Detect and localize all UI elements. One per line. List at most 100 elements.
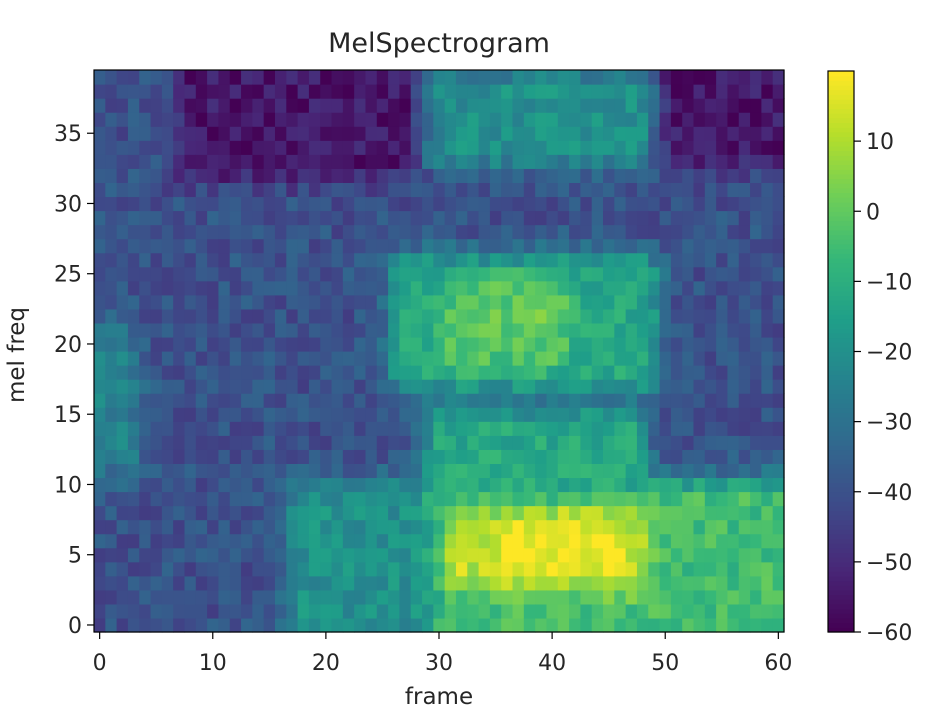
heatmap-cell	[139, 224, 152, 240]
heatmap-cell	[489, 322, 502, 338]
heatmap-cell	[738, 70, 751, 85]
heatmap-cell	[195, 112, 208, 127]
heatmap-cell	[161, 449, 174, 464]
heatmap-cell	[625, 238, 638, 254]
heatmap-cell	[286, 519, 299, 535]
heatmap-cell	[444, 519, 457, 535]
heatmap-cell	[410, 519, 423, 535]
colorbar-tick-label: −50	[866, 551, 912, 576]
heatmap-cell	[546, 421, 559, 436]
heatmap-cell	[535, 252, 548, 268]
heatmap-cell	[648, 449, 661, 464]
heatmap-cell	[772, 168, 785, 183]
heatmap-cell	[704, 491, 717, 507]
heatmap-cell	[422, 294, 434, 310]
heatmap-cell	[241, 575, 253, 591]
heatmap-cell	[501, 182, 514, 198]
heatmap-cell	[455, 210, 468, 226]
heatmap-cell	[603, 505, 615, 521]
heatmap-cell	[410, 365, 423, 380]
heatmap-cell	[342, 238, 355, 254]
heatmap-cell	[184, 617, 197, 633]
heatmap-cell	[636, 589, 649, 605]
heatmap-cell	[761, 351, 774, 366]
heatmap-cell	[716, 70, 729, 85]
heatmap-cell	[342, 154, 355, 169]
heatmap-cell	[207, 533, 220, 549]
heatmap-cell	[94, 575, 106, 591]
heatmap-cell	[195, 280, 208, 296]
heatmap-cell	[603, 533, 615, 549]
heatmap-cell	[297, 322, 310, 338]
heatmap-cell	[444, 182, 457, 198]
heatmap-cell	[614, 351, 627, 366]
colorbar-segment	[828, 580, 854, 586]
heatmap-cell	[388, 561, 401, 577]
heatmap-cell	[625, 112, 638, 127]
heatmap-cell	[489, 491, 502, 507]
heatmap-cell	[569, 168, 581, 183]
heatmap-cell	[308, 280, 321, 296]
heatmap-cell	[342, 351, 355, 366]
heatmap-cell	[636, 407, 649, 422]
heatmap-cell	[512, 463, 525, 479]
heatmap-cell	[241, 519, 253, 535]
heatmap-cell	[252, 266, 265, 282]
heatmap-cell	[512, 477, 525, 493]
heatmap-cell	[625, 210, 638, 226]
heatmap-cell	[150, 308, 163, 324]
heatmap-cell	[297, 294, 310, 310]
heatmap-cell	[127, 98, 140, 113]
colorbar-segment	[828, 290, 854, 296]
heatmap-cell	[648, 589, 661, 605]
heatmap-cell	[535, 435, 548, 450]
heatmap-cell	[410, 294, 423, 310]
heatmap-cell	[433, 196, 446, 212]
heatmap-cell	[557, 435, 570, 450]
heatmap-cell	[308, 449, 321, 464]
heatmap-cell	[161, 84, 174, 99]
heatmap-cell	[331, 449, 344, 464]
heatmap-cell	[727, 407, 740, 422]
heatmap-cell	[342, 505, 355, 521]
heatmap-cell	[761, 505, 774, 521]
heatmap-cell	[614, 210, 627, 226]
heatmap-cell	[636, 238, 649, 254]
heatmap-cell	[433, 533, 446, 549]
colorbar-segment	[828, 589, 854, 596]
heatmap-cell	[501, 168, 514, 183]
heatmap-cell	[354, 182, 367, 198]
heatmap-cell	[207, 393, 220, 408]
heatmap-cell	[659, 421, 672, 436]
heatmap-cell	[173, 547, 186, 563]
heatmap-cell	[173, 407, 186, 422]
heatmap-cell	[704, 336, 717, 352]
heatmap-cell	[229, 617, 242, 633]
heatmap-cell	[161, 168, 174, 183]
heatmap-cell	[716, 617, 729, 633]
heatmap-cell	[478, 224, 491, 240]
heatmap-cell	[241, 491, 253, 507]
heatmap-cell	[127, 449, 140, 464]
heatmap-cell	[738, 98, 751, 113]
heatmap-cell	[410, 617, 423, 633]
heatmap-cell	[342, 421, 355, 436]
colorbar-segment	[828, 398, 854, 404]
heatmap-cell	[433, 154, 446, 169]
heatmap-cell	[173, 603, 186, 619]
heatmap-cell	[614, 224, 627, 240]
heatmap-cell	[467, 70, 480, 85]
colorbar-segment	[828, 314, 854, 320]
colorbar-segment	[828, 365, 854, 371]
heatmap-cell	[229, 112, 242, 127]
heatmap-cell	[636, 435, 649, 450]
heatmap-cell	[682, 519, 695, 535]
heatmap-cell	[614, 294, 627, 310]
heatmap-cell	[252, 505, 265, 521]
heatmap-cell	[603, 98, 615, 113]
colorbar-segment	[828, 304, 854, 311]
heatmap-cell	[207, 322, 220, 338]
heatmap-cell	[139, 407, 152, 422]
heatmap-cell	[659, 603, 672, 619]
heatmap-cell	[173, 379, 186, 394]
